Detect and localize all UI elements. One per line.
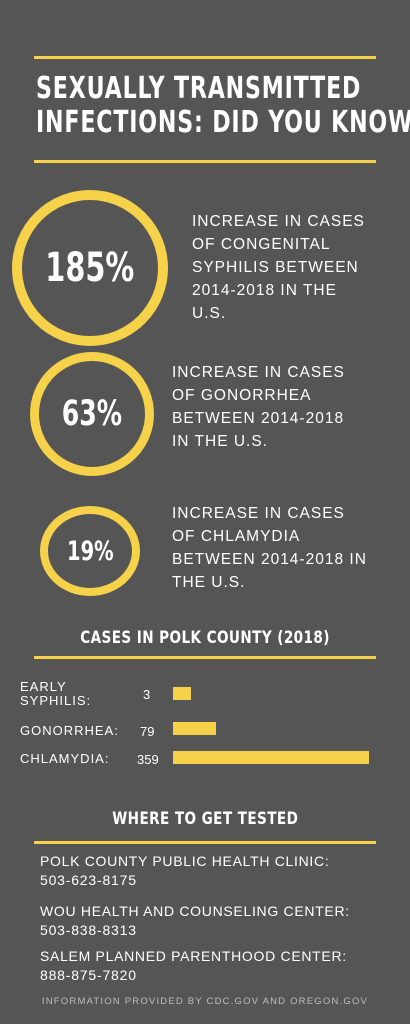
stat-value-2: 63%	[61, 394, 123, 434]
page-title: SEXUALLY TRANSMITTED INFECTIONS: DID YOU…	[36, 71, 410, 140]
cases-heading-text: CASES IN POLK COUNTY (2018)	[80, 628, 330, 648]
bar-gonorrhea	[173, 722, 216, 735]
bar-label-gonorrhea: GONORRHEA:	[20, 723, 119, 738]
stat-value-1: 185%	[45, 245, 135, 291]
testing-heading-text: WHERE TO GET TESTED	[111, 809, 299, 829]
stat-circle-1: 185%	[12, 190, 168, 346]
bar-syphilis	[173, 687, 191, 700]
bar-value-chlamydia: 359	[137, 752, 159, 767]
title-top-rule	[34, 56, 376, 59]
cases-rule	[34, 656, 376, 659]
bar-chlamydia	[173, 751, 369, 764]
location-name-2: WOU HEALTH AND COUNSELING CENTER:	[40, 903, 350, 919]
testing-heading: WHERE TO GET TESTED	[0, 809, 410, 829]
bar-value-syphilis: 3	[143, 687, 151, 702]
stat-circle-2: 63%	[30, 352, 154, 476]
stat-circle-3: 19%	[40, 506, 140, 596]
footer-credit: INFORMATION PROVIDED BY CDC.GOV AND OREG…	[41, 996, 369, 1007]
location-phone-2: 503-838-8313	[40, 922, 137, 938]
title-bottom-rule	[34, 160, 376, 163]
cases-heading: CASES IN POLK COUNTY (2018)	[0, 628, 410, 648]
location-phone-1: 503-623-8175	[40, 872, 137, 888]
bar-label-syphilis: EARLY SYPHILIS:	[20, 679, 92, 708]
stat-text-3: INCREASE IN CASES OF CHLAMYDIA BETWEEN 2…	[172, 505, 367, 591]
bar-label-chlamydia: CHLAMYDIA:	[20, 751, 110, 766]
testing-rule	[34, 841, 376, 844]
location-phone-3: 888-875-7820	[40, 967, 137, 983]
stat-value-3: 19%	[66, 535, 114, 567]
location-name-1: POLK COUNTY PUBLIC HEALTH CLINIC:	[40, 853, 330, 869]
location-name-3: SALEM PLANNED PARENTHOOD CENTER:	[40, 948, 347, 964]
bar-value-gonorrhea: 79	[140, 724, 155, 739]
stat-text-2: INCREASE IN CASES OF GONORRHEA BETWEEN 2…	[172, 364, 345, 450]
title-line-1: SEXUALLY TRANSMITTED	[36, 71, 362, 106]
title-line-2: INFECTIONS: DID YOU KNOW	[36, 105, 410, 140]
stat-text-1: INCREASE IN CASES OF CONGENITAL SYPHILIS…	[192, 213, 365, 322]
